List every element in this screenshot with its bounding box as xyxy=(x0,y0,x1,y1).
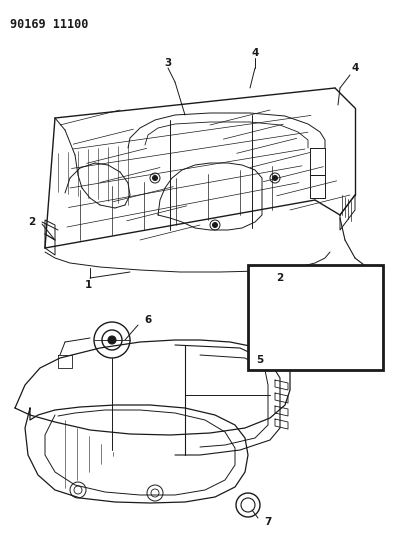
Text: 4: 4 xyxy=(351,63,359,73)
Text: 2: 2 xyxy=(28,217,35,227)
Text: 4: 4 xyxy=(251,48,259,58)
Text: 5: 5 xyxy=(256,355,264,365)
Text: 3: 3 xyxy=(164,58,172,68)
Bar xyxy=(248,265,383,370)
Text: 6: 6 xyxy=(144,315,152,325)
Text: 90169 11100: 90169 11100 xyxy=(10,18,88,31)
Text: 7: 7 xyxy=(264,517,272,527)
Circle shape xyxy=(152,175,158,181)
Circle shape xyxy=(212,222,217,228)
Circle shape xyxy=(108,336,116,344)
Circle shape xyxy=(273,175,277,181)
Text: 1: 1 xyxy=(84,280,92,290)
Text: 2: 2 xyxy=(276,273,284,283)
